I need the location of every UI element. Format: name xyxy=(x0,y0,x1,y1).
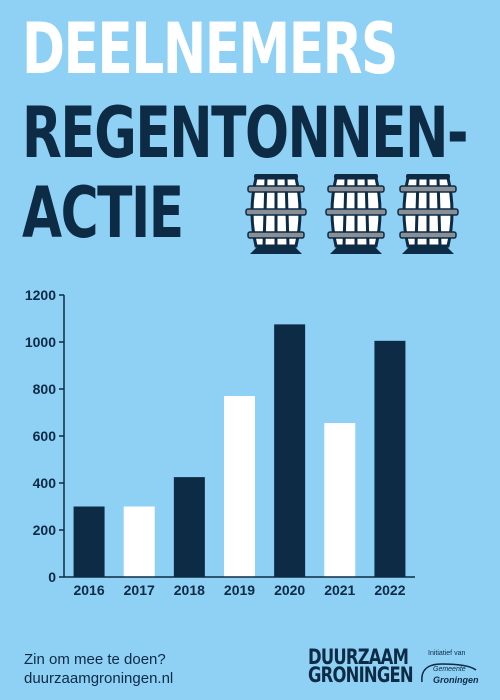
bar-2020 xyxy=(274,324,306,577)
title-line-1: DEELNEMERS xyxy=(22,8,398,90)
y-tick-label: 1200 xyxy=(25,287,56,303)
x-tick-label: 2016 xyxy=(73,582,104,598)
bar-2017 xyxy=(123,506,155,577)
rain-barrel-icon xyxy=(325,174,387,254)
bar-2016 xyxy=(73,506,105,577)
bar-2022 xyxy=(374,340,406,577)
initiative-label: Initiatief van xyxy=(428,650,466,657)
title-line-3: ACTIE xyxy=(22,172,184,254)
bar-2018 xyxy=(173,477,205,577)
rain-barrel-icon xyxy=(397,174,459,254)
bar-2021 xyxy=(324,423,356,577)
logo-line-1: DUURZAAM xyxy=(308,645,409,669)
gemeente-groningen-logo-icon xyxy=(421,663,477,683)
y-tick-label: 800 xyxy=(33,381,57,397)
y-tick-label: 200 xyxy=(33,522,57,538)
rain-barrel-icon xyxy=(245,174,307,254)
title-line-2: REGENTONNEN- xyxy=(22,92,469,174)
x-tick-label: 2019 xyxy=(224,582,255,598)
duurzaam-groningen-logo: DUURZAAM GRONINGEN xyxy=(308,645,414,687)
footer-website-link[interactable]: duurzaamgroningen.nl xyxy=(24,670,174,687)
x-tick-label: 2020 xyxy=(274,582,305,598)
x-tick-label: 2017 xyxy=(124,582,155,598)
bar-chart: 0 200 400 600 800 1000 1200 2016 2017 2018 2019 20… xyxy=(25,287,415,598)
x-tick-label: 2021 xyxy=(324,582,355,598)
y-tick-label: 600 xyxy=(33,428,57,444)
gemeente-name: Groningen xyxy=(433,675,479,685)
y-tick-label: 1000 xyxy=(25,334,56,350)
footer-question: Zin om mee te doen? xyxy=(24,651,166,668)
logo-line-2: GRONINGEN xyxy=(308,663,414,687)
x-tick-label: 2022 xyxy=(374,582,405,598)
y-tick-label: 0 xyxy=(48,569,56,585)
y-tick-label: 400 xyxy=(33,475,57,491)
bar-2019 xyxy=(224,396,255,577)
x-tick-label: 2018 xyxy=(174,582,205,598)
gemeente-label: Gemeente xyxy=(433,666,466,673)
